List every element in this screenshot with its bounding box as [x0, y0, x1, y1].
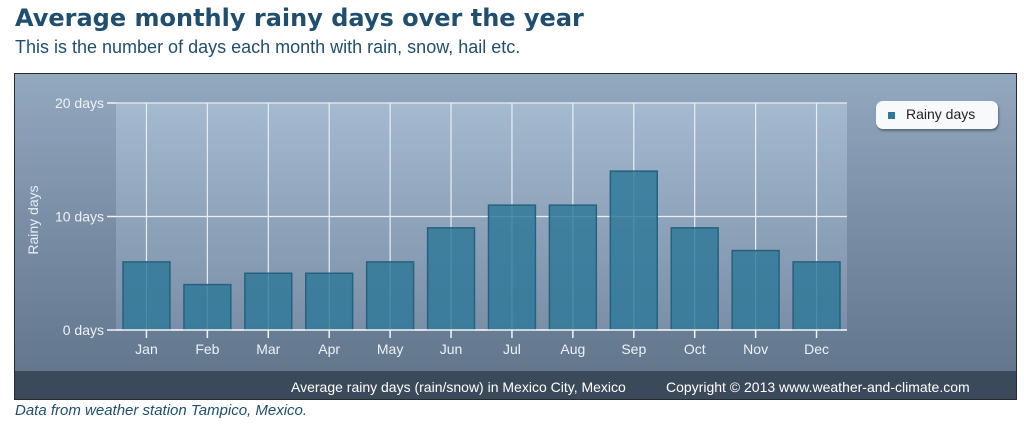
x-tick-label-dec: Dec [804, 341, 829, 357]
x-tick-label-nov: Nov [743, 341, 768, 357]
bar-sep[interactable] [609, 170, 658, 331]
bar-jan[interactable] [122, 261, 171, 331]
x-tick-label-jul: Jul [503, 341, 521, 357]
footer-copyright: Copyright © 2013 www.weather-and-climate… [666, 379, 970, 395]
chart-legend[interactable]: Rainy days [876, 101, 998, 129]
bar-feb[interactable] [183, 283, 232, 331]
bar-jun[interactable] [426, 227, 476, 331]
x-tick-label-oct: Oct [684, 341, 706, 357]
x-tick-label-may: May [377, 341, 403, 357]
y-tick-label: 10 days [55, 209, 104, 225]
y-tick-label: 0 days [63, 322, 104, 338]
bar-jul[interactable] [487, 204, 537, 331]
x-tick-label-apr: Apr [318, 341, 340, 357]
chart-panel: 0 days 10 days 20 days Jan Feb Mar Apr May Jun Ju… [14, 73, 1017, 400]
legend-label-rainy-days: Rainy days [906, 106, 976, 122]
x-tick-label-mar: Mar [256, 341, 280, 357]
x-tick-label-aug: Aug [560, 341, 585, 357]
x-tick-label-feb: Feb [195, 341, 219, 357]
x-tick-label-jun: Jun [440, 341, 463, 357]
bar-oct[interactable] [670, 227, 719, 331]
chart-footer-bar [15, 371, 1016, 399]
bar-nov[interactable] [731, 249, 780, 331]
bar-dec[interactable] [792, 261, 841, 331]
bar-apr[interactable] [305, 272, 354, 331]
bar-aug[interactable] [548, 204, 598, 331]
bar-may[interactable] [365, 261, 415, 331]
bars [122, 170, 841, 331]
y-tick-label: 20 days [55, 95, 104, 111]
legend-swatch-rainy-days [888, 112, 895, 119]
x-tick-label-sep: Sep [621, 341, 646, 357]
axes: 0 days 10 days 20 days Jan Feb Mar Apr May Jun Ju… [55, 95, 847, 357]
bar-chart: 0 days 10 days 20 days Jan Feb Mar Apr May Jun Ju… [25, 95, 847, 357]
data-source-caption: Data from weather station Tampico, Mexic… [15, 402, 308, 419]
footer-description: Average rainy days (rain/snow) in Mexico… [291, 379, 626, 395]
y-axis-label: Rainy days [25, 185, 41, 254]
chart-title: Average monthly rainy days over the year [15, 4, 584, 32]
x-tick-label-jan: Jan [135, 341, 158, 357]
bar-mar[interactable] [244, 272, 293, 331]
chart-subtitle: This is the number of days each month wi… [15, 37, 521, 57]
